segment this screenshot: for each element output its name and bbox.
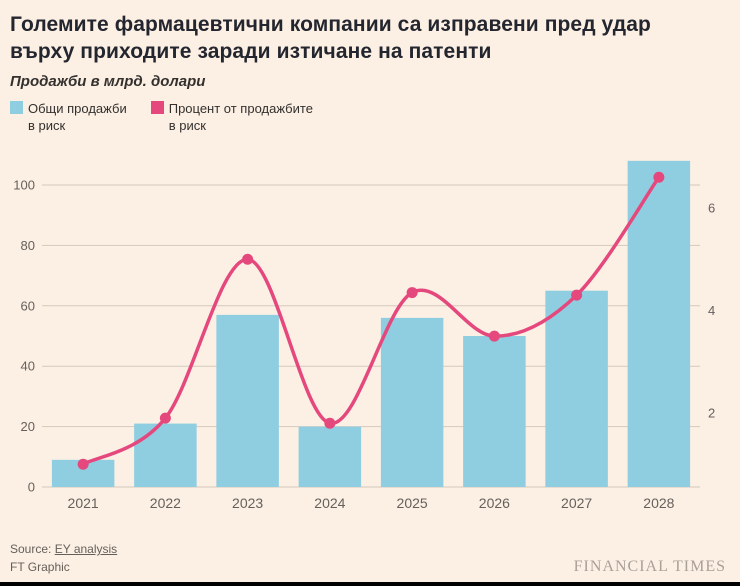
bar-2022 <box>134 423 197 487</box>
ft-graphic-credit: FT Graphic <box>10 559 70 574</box>
line-point-2027 <box>571 289 583 301</box>
source-block: Source: EY analysis FT Graphic <box>10 541 117 576</box>
line-point-2024 <box>324 417 336 429</box>
right-axis-tick-label: 4 <box>708 303 715 318</box>
legend-swatch-line <box>150 100 164 114</box>
bar-2027 <box>545 290 608 487</box>
left-axis-tick-label: 20 <box>21 419 35 434</box>
bar-2026 <box>463 335 526 487</box>
left-axis-tick-label: 0 <box>28 479 35 494</box>
line-point-2023 <box>242 253 254 265</box>
x-axis-label: 2024 <box>314 495 345 511</box>
x-axis-label: 2023 <box>232 495 263 511</box>
bar-2023 <box>216 314 279 487</box>
x-axis-label: 2022 <box>150 495 181 511</box>
footer: Source: EY analysis FT Graphic FINANCIAL… <box>10 541 726 576</box>
line-point-2022 <box>159 412 171 424</box>
legend-label-bars: Общи продажби в риск <box>28 100 127 135</box>
left-axis-tick-label: 60 <box>21 298 35 313</box>
line-point-2028 <box>653 171 665 183</box>
line-series-path <box>81 175 661 466</box>
combo-chart: 0 20 40 60 80 100 2 4 6 2021 2022 2023 2024 2025 2026 2… <box>13 160 715 511</box>
x-axis-label: 2021 <box>68 495 99 511</box>
legend-label-line: Процент от продажбите в риск <box>169 100 313 135</box>
legend-item-line: Процент от продажбите в риск <box>150 100 313 135</box>
right-axis-tick-label: 2 <box>708 405 715 420</box>
line-point-2021 <box>77 458 89 470</box>
left-axis-tick-label: 100 <box>13 177 35 192</box>
x-axis-label: 2028 <box>643 495 674 511</box>
legend-label-bars-line1: Общи продажби <box>28 100 127 116</box>
legend-item-bars: Общи продажби в риск <box>10 100 127 135</box>
left-axis-tick-label: 80 <box>21 238 35 253</box>
legend-label-line-line2: в риск <box>168 118 206 134</box>
chart-area: 0 20 40 60 80 100 2 4 6 2021 2022 2023 2024 2025 2026 2… <box>0 137 740 527</box>
source-link[interactable]: EY analysis <box>54 542 118 557</box>
chart-title: Големите фармацевтични компании са изпра… <box>10 13 651 63</box>
left-axis-tick-label: 40 <box>21 359 35 374</box>
right-axis-tick-label: 6 <box>708 200 715 215</box>
chart-header: Големите фармацевтични компании са изпра… <box>0 0 740 90</box>
line-point-2026 <box>488 330 500 342</box>
chart-subtitle: Продажби в млрд. долари <box>10 72 206 90</box>
bar-2025 <box>380 317 444 487</box>
x-axis-label: 2026 <box>479 495 510 511</box>
source-prefix: Source: <box>10 542 55 557</box>
line-point-2025 <box>406 286 418 298</box>
legend-label-bars-line2: в риск <box>28 118 66 134</box>
x-axis-label: 2025 <box>397 495 428 511</box>
legend: Общи продажби в риск Процент от продажби… <box>10 100 740 135</box>
legend-label-line-line1: Процент от продажбите <box>168 100 313 116</box>
bar-2024 <box>298 426 362 487</box>
x-axis-label: 2027 <box>561 495 592 511</box>
bottom-black-bar <box>0 582 740 586</box>
bar-2028 <box>627 160 691 487</box>
financial-times-logo: FINANCIAL TIMES <box>573 558 726 575</box>
source-line: Source: EY analysis <box>10 541 117 558</box>
legend-swatch-bars <box>10 100 23 114</box>
